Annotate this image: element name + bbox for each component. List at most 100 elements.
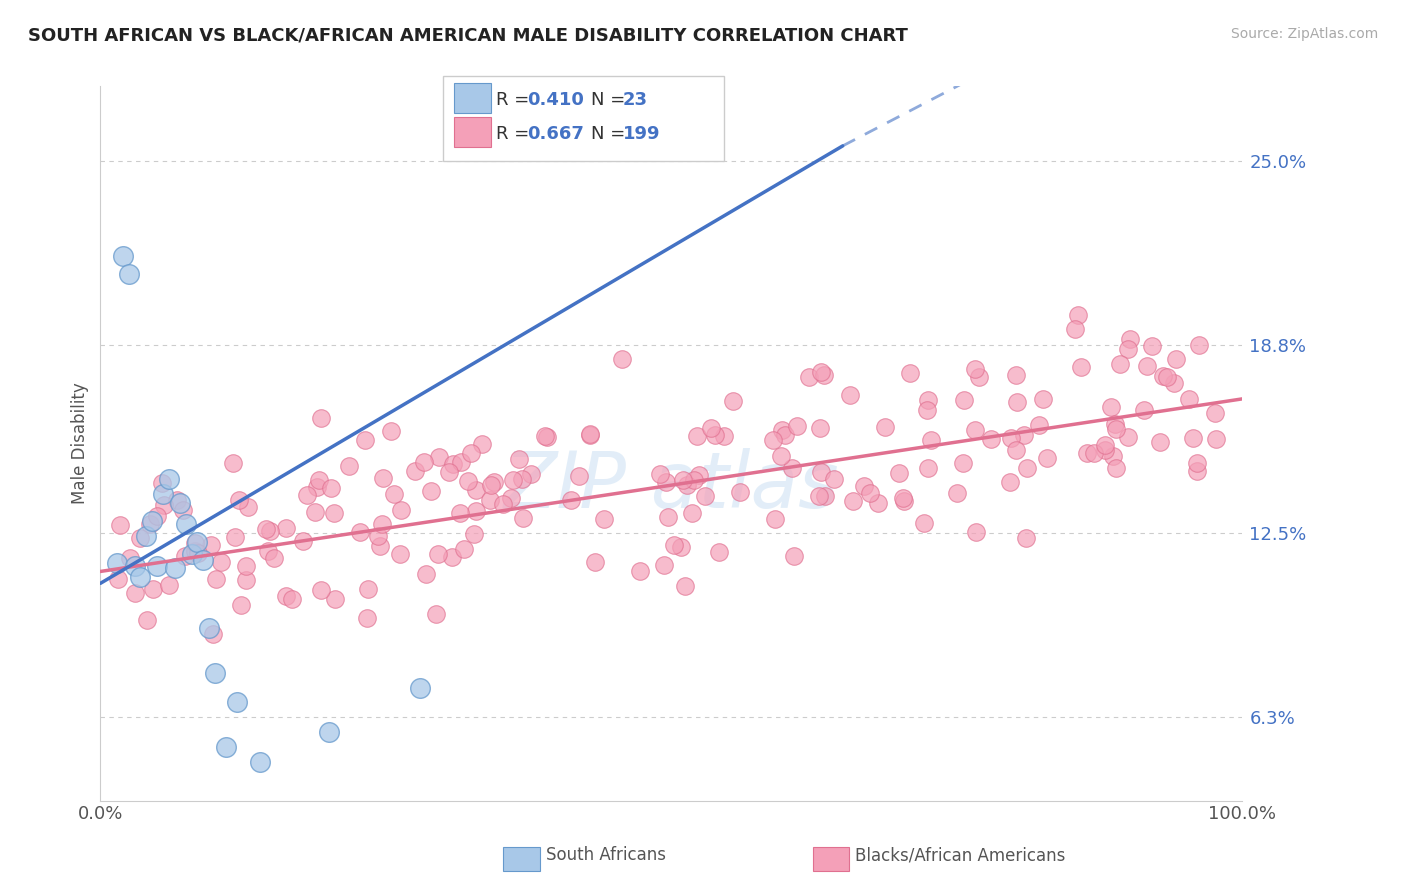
Point: [810, 465, 832, 479]
Point: [108, 518, 131, 533]
Point: [389, 547, 412, 561]
Point: [786, 419, 808, 434]
Point: [823, 472, 845, 486]
Point: [969, 370, 991, 384]
Point: [866, 496, 889, 510]
Point: [323, 591, 346, 606]
Point: [762, 433, 785, 447]
Point: [799, 370, 821, 384]
Point: [579, 427, 602, 442]
Point: [152, 487, 174, 501]
Point: [770, 423, 793, 437]
Point: [295, 488, 318, 502]
Point: [457, 474, 479, 488]
Point: [1136, 359, 1159, 374]
Point: [875, 420, 897, 434]
Point: [356, 611, 378, 625]
Point: [367, 529, 389, 543]
Point: [235, 558, 257, 573]
Point: [808, 421, 831, 435]
Point: [174, 516, 197, 531]
Point: [839, 388, 862, 402]
Point: [449, 506, 471, 520]
Point: [1185, 456, 1208, 470]
Point: [1099, 401, 1122, 415]
Point: [728, 485, 751, 500]
Point: [437, 466, 460, 480]
Point: [1064, 322, 1087, 336]
Point: [669, 540, 692, 554]
Point: [853, 478, 876, 492]
Point: [118, 267, 141, 281]
Point: [129, 531, 152, 545]
Point: [146, 509, 169, 524]
Point: [700, 421, 723, 435]
Point: [963, 362, 986, 376]
Point: [664, 538, 686, 552]
Point: [1116, 429, 1139, 443]
Point: [673, 579, 696, 593]
Point: [209, 555, 232, 569]
Point: [405, 464, 427, 478]
Point: [657, 509, 679, 524]
Text: R =: R =: [496, 91, 536, 109]
Point: [425, 607, 447, 621]
Point: [1000, 431, 1022, 445]
Point: [146, 558, 169, 573]
Point: [963, 423, 986, 437]
Point: [318, 725, 340, 739]
Point: [419, 483, 441, 498]
Point: [713, 429, 735, 443]
Point: [427, 450, 450, 465]
Point: [409, 681, 432, 695]
Point: [512, 511, 534, 525]
Point: [291, 534, 314, 549]
Point: [478, 492, 501, 507]
Point: [221, 456, 243, 470]
Point: [412, 455, 434, 469]
Point: [254, 523, 277, 537]
Point: [200, 539, 222, 553]
Point: [276, 589, 298, 603]
Point: [201, 627, 224, 641]
Point: [139, 516, 162, 531]
Text: 23: 23: [623, 91, 648, 109]
Point: [814, 489, 837, 503]
Point: [780, 460, 803, 475]
Point: [415, 567, 437, 582]
Point: [560, 492, 582, 507]
Text: Blacks/African Americans: Blacks/African Americans: [855, 847, 1066, 864]
Point: [135, 529, 157, 543]
Point: [709, 545, 731, 559]
Point: [1032, 392, 1054, 406]
Point: [157, 578, 180, 592]
Point: [1181, 432, 1204, 446]
Point: [859, 486, 882, 500]
Point: [568, 469, 591, 483]
Point: [142, 582, 165, 596]
Point: [891, 491, 914, 506]
Point: [688, 467, 710, 482]
Point: [1142, 339, 1164, 353]
Point: [1188, 337, 1211, 351]
Point: [107, 556, 129, 570]
Point: [1149, 434, 1171, 449]
Point: [235, 573, 257, 587]
Point: [917, 393, 939, 408]
Point: [205, 572, 228, 586]
Point: [1028, 418, 1050, 433]
Point: [172, 503, 194, 517]
Point: [1178, 392, 1201, 407]
Point: [654, 558, 676, 573]
Point: [141, 514, 163, 528]
Point: [898, 366, 921, 380]
Point: [166, 492, 188, 507]
Text: ZIP atlas: ZIP atlas: [503, 449, 839, 524]
Point: [124, 558, 146, 573]
Point: [180, 547, 202, 561]
Text: R =: R =: [496, 125, 536, 143]
Y-axis label: Male Disability: Male Disability: [72, 383, 89, 504]
Text: 0.667: 0.667: [527, 125, 583, 143]
Point: [263, 551, 285, 566]
Point: [120, 550, 142, 565]
